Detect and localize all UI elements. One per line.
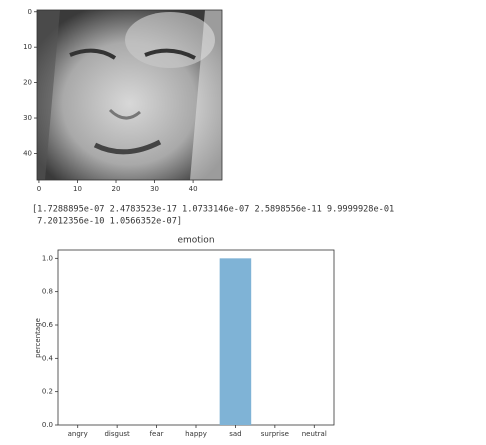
y-tick-label: 0.0	[42, 421, 53, 429]
y-axis-label: percentage	[34, 318, 42, 358]
x-tick-label: sad	[229, 430, 241, 438]
y-tick-label: 30	[23, 114, 32, 122]
y-tick-label: 0.8	[42, 288, 53, 296]
y-tick-label: 0.2	[42, 388, 53, 396]
y-tick-label: 1.0	[42, 254, 53, 262]
face-image	[37, 10, 222, 180]
x-tick-label: 0	[37, 185, 41, 193]
output-line: [1.7288895e-07 2.4783523e-17 1.0733146e-…	[32, 205, 394, 215]
plot-frame	[58, 250, 334, 425]
notebook-output: [1.7288895e-07 2.4783523e-17 1.0733146e-…	[0, 0, 486, 441]
x-tick-label: 10	[73, 185, 82, 193]
x-tick-label: disgust	[104, 430, 130, 438]
x-tick-label: 20	[112, 185, 121, 193]
chart-title: emotion	[177, 236, 214, 246]
y-tick-label: 0	[28, 8, 32, 16]
y-tick-label: 20	[23, 79, 32, 87]
x-tick-label: neutral	[302, 430, 327, 438]
x-tick-label: happy	[185, 430, 207, 438]
y-tick-label: 10	[23, 43, 32, 51]
x-tick-label: 30	[150, 185, 159, 193]
y-tick-label: 0.6	[42, 321, 54, 329]
bar	[220, 258, 252, 425]
x-tick-label: 40	[189, 185, 198, 193]
y-tick-label: 0.4	[42, 354, 54, 362]
x-tick-label: surprise	[261, 430, 289, 438]
output-line: 7.2012356e-10 1.0566352e-07]	[32, 217, 182, 227]
x-tick-label: angry	[68, 430, 88, 438]
y-tick-label: 40	[23, 149, 32, 157]
x-tick-label: fear	[150, 430, 164, 438]
